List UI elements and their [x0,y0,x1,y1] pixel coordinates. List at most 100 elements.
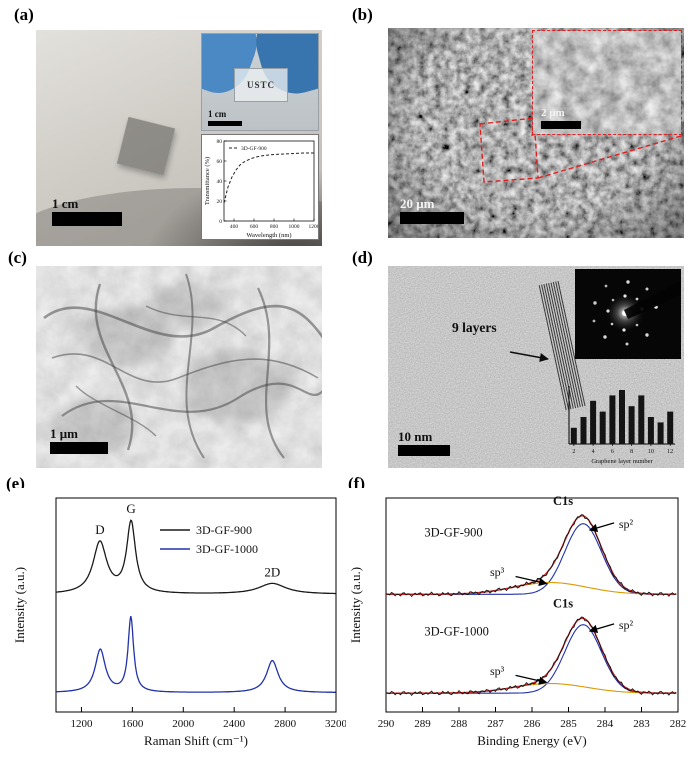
core-level-label: C1s [553,597,573,611]
x-axis-label: Graphene layer number [591,458,653,465]
tem-wrinkles [43,273,322,459]
x-axis-label: Raman Shift (cm⁻¹) [144,733,248,748]
legend-label: 3D-GF-1000 [196,542,258,556]
svg-text:600: 600 [250,224,259,230]
scale-bar-a-inset-bar [208,121,242,126]
film-label: USTC [246,80,275,90]
sample-label: 3D-GF-900 [424,526,482,540]
scale-bar-b-bar [400,212,464,224]
graphene-layer-fringes [538,280,586,411]
xps-chart: 290 289 288 287 286 285 284 283 282 Binding Energ… [348,488,686,762]
saed-pattern-inset [575,269,681,359]
svg-text:0: 0 [219,219,222,225]
peak-label: G [126,501,135,516]
svg-text:289: 289 [414,718,431,730]
legend-label: 3D-GF-900 [196,523,252,537]
raman-chart: 1200 1600 2000 2400 2800 3200 Raman Shift (cm⁻… [10,488,346,762]
peak-label: D [95,522,104,537]
scale-bar-b-label: 20 μm [400,196,435,211]
histogram-bar [609,395,616,444]
transmittance-chart: 400 600 800 1000 1200 0 20 40 60 80 Wavelength (nm… [201,134,319,240]
legend-label: 3D-GF-900 [241,146,267,152]
scale-bar-a-label: 1 cm [52,196,79,211]
scale-bar-b: 20 μm [400,197,464,224]
core-level-label: C1s [553,494,573,508]
transparent-film: USTC [234,68,288,102]
spectrum-3D-GF-1000 [55,615,336,693]
panel-b-label: (b) [352,5,373,24]
svg-text:282: 282 [670,718,686,730]
peak-label: 2D [264,564,280,579]
sp3-label: sp³ [490,565,505,579]
svg-text:285: 285 [560,718,577,730]
svg-text:40: 40 [217,179,223,185]
layer-histogram-inset: 2 4 6 8 10 12 Graphene layer number [568,386,675,465]
scale-bar-b-inset-label: 2 μm [541,107,565,119]
panel-c-label: (c) [8,248,27,267]
scale-bar-a: 1 cm [52,197,122,226]
scale-bar-a-bar [52,212,122,226]
panel-c-tem-image: 1 μm [36,266,322,468]
svg-text:290: 290 [378,718,395,730]
sem-inset-texture [533,31,681,134]
svg-text:2800: 2800 [274,718,297,730]
x-axis-label: Wavelength (nm) [246,232,291,239]
svg-text:3200: 3200 [325,718,346,730]
panel-a-label: (a) [14,5,34,24]
y-axis-label: Intensity (a.u.) [348,567,363,643]
scale-bar-a-inset: 1 cm [208,110,242,126]
sp2-label: sp² [619,517,634,531]
svg-text:400: 400 [230,224,239,230]
svg-text:1200: 1200 [309,224,320,230]
beam-stop [624,281,681,319]
histogram-bar [638,395,645,444]
histogram-bar [657,422,664,444]
histogram-bar [590,400,597,444]
svg-text:2400: 2400 [223,718,246,730]
svg-text:288: 288 [451,718,468,730]
tem-wrinkle-lines [43,273,322,459]
panel-d-label: (d) [352,248,373,267]
sp3-label: sp³ [490,664,505,678]
svg-text:283: 283 [633,718,650,730]
histogram-bar [570,427,577,444]
svg-text:800: 800 [270,224,279,230]
svg-text:80: 80 [217,139,223,145]
scale-bar-b-inset-bar [541,121,581,129]
svg-text:6: 6 [611,449,614,455]
svg-text:60: 60 [217,159,223,165]
svg-text:287: 287 [487,718,504,730]
hrtem-annotations [509,280,619,411]
svg-text:1600: 1600 [121,718,144,730]
svg-text:2: 2 [572,449,575,455]
svg-text:1000: 1000 [289,224,300,230]
panel-a-photo: 1 cm USTC 1 cm 400 600 800 1000 1200 0 20 40 60 8… [36,30,322,246]
panel-d-hrtem-image: 9 layers 2 4 6 8 10 12 Graphene layer number 1… [388,266,684,468]
scale-bar-b-inset: 2 μm [541,108,581,129]
svg-text:12: 12 [667,449,673,455]
layer-count-annotation: 9 layers [452,320,497,335]
scale-bar-d: 10 nm [398,430,450,456]
histogram-bar [599,411,606,444]
histogram-bar [647,417,654,444]
histogram-bar [580,417,587,444]
svg-text:284: 284 [597,718,614,730]
scale-bar-c-label: 1 μm [50,426,78,441]
inset-photo-gloves: USTC 1 cm [201,33,319,131]
panel-b-sem-image: 2 μm 20 μm [388,28,684,238]
y-axis-label: Transmittance (%) [204,157,211,205]
x-axis-label: Binding Energy (eV) [477,733,587,748]
svg-text:286: 286 [524,718,541,730]
spectrum-3D-GF-900 [56,519,336,595]
y-axis-label: Intensity (a.u.) [12,567,27,643]
scale-bar-a-inset-label: 1 cm [208,109,227,119]
svg-text:1200: 1200 [70,718,93,730]
svg-text:20: 20 [217,199,223,205]
sample-label: 3D-GF-1000 [424,624,489,638]
histogram-bar [667,411,674,444]
svg-text:8: 8 [630,449,633,455]
svg-text:2000: 2000 [172,718,195,730]
scale-bar-c-bar [50,442,108,454]
scale-bar-c: 1 μm [50,427,108,454]
